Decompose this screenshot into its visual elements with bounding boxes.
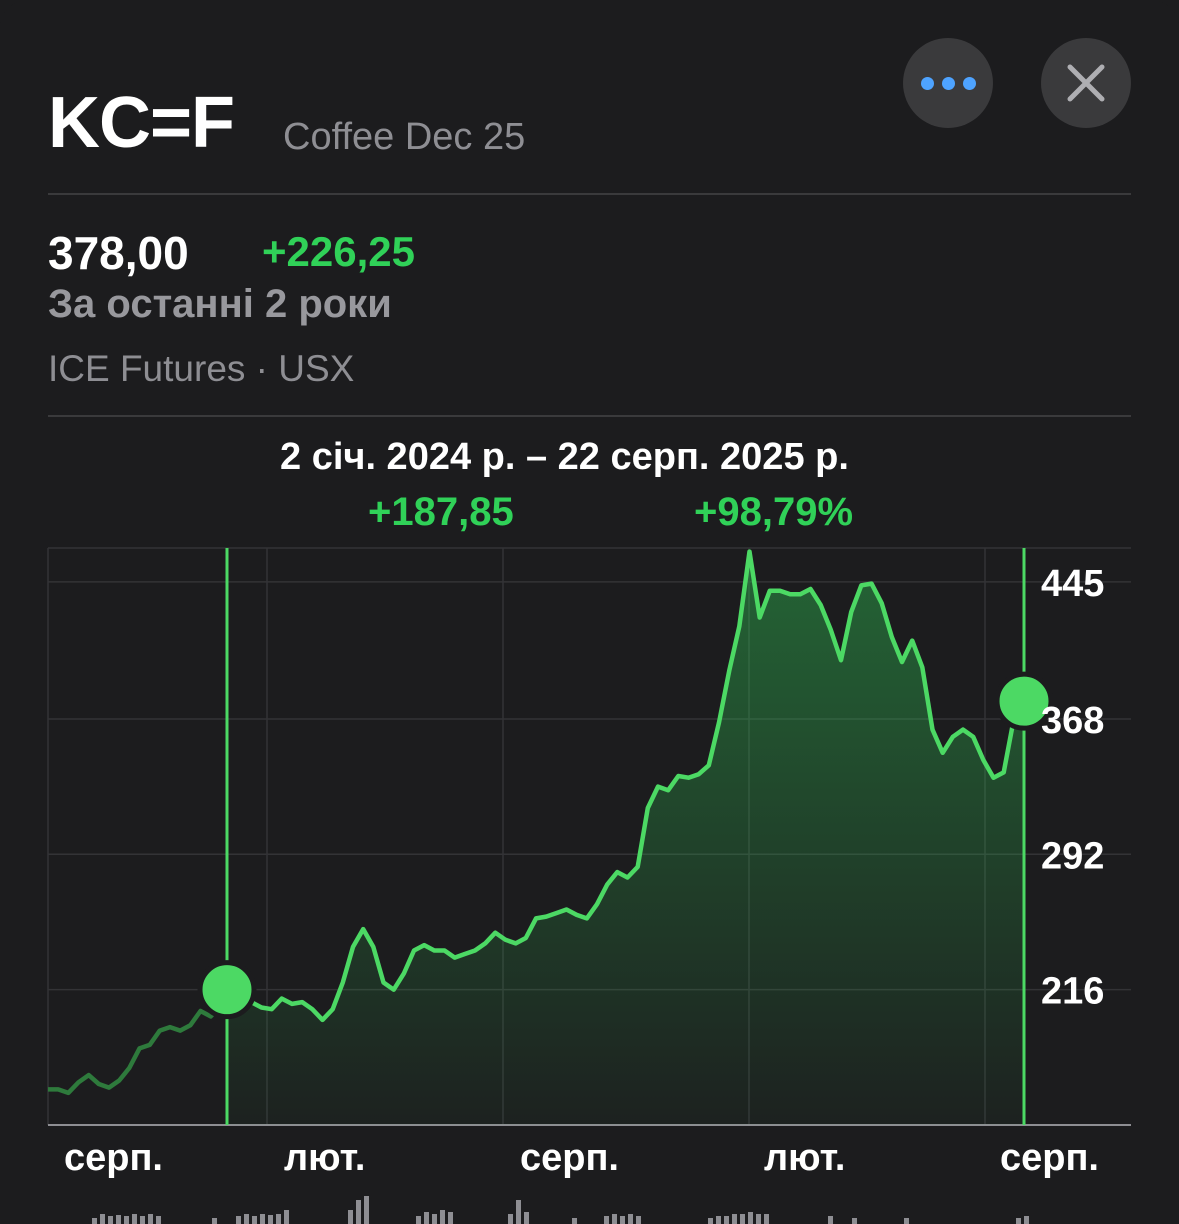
volume-bar <box>740 1214 745 1224</box>
x-tick-label: лют. <box>764 1137 845 1179</box>
volume-bar <box>732 1214 737 1224</box>
volume-bar <box>612 1214 617 1224</box>
volume-bar <box>124 1216 129 1224</box>
volume-bar <box>424 1212 429 1224</box>
volume-bar <box>132 1214 137 1224</box>
volume-bar <box>236 1216 241 1224</box>
volume-bar <box>620 1216 625 1224</box>
volume-bar <box>572 1218 577 1224</box>
quote-divider <box>48 415 1131 417</box>
selection-start-handle <box>197 960 257 1020</box>
selection-date-range: 2 січ. 2024 р. – 22 серп. 2025 р. <box>280 436 849 478</box>
selection-percent: +98,79% <box>694 490 854 534</box>
volume-bar <box>1016 1218 1021 1224</box>
volume-bar <box>252 1216 257 1224</box>
volume-bar <box>828 1216 833 1224</box>
x-tick-label: лют. <box>284 1137 365 1179</box>
ticker-symbol: KC=F <box>48 83 235 163</box>
selection-area-fill <box>227 551 1024 1125</box>
volume-bar <box>432 1214 437 1224</box>
volume-bar <box>764 1214 769 1224</box>
price-line-selected <box>219 549 1026 1023</box>
volume-bar <box>448 1212 453 1224</box>
close-icon <box>1067 64 1105 102</box>
volume-bar <box>260 1214 265 1224</box>
volume-bar <box>628 1214 633 1224</box>
header-divider <box>48 193 1131 195</box>
volume-bar <box>440 1210 445 1224</box>
selection-end-handle <box>994 671 1054 731</box>
volume-bar <box>268 1215 273 1224</box>
selection-change: +187,85 <box>368 490 514 534</box>
more-button[interactable] <box>903 38 993 128</box>
volume-bar <box>416 1216 421 1224</box>
y-tick-label: 368 <box>1041 700 1104 742</box>
volume-bar <box>708 1218 713 1224</box>
volume-bar <box>516 1200 521 1224</box>
ellipsis-icon <box>920 76 976 90</box>
volume-bar <box>604 1216 609 1224</box>
volume-bar <box>212 1218 217 1224</box>
volume-bar <box>716 1216 721 1224</box>
volume-bar <box>116 1215 121 1224</box>
volume-bar <box>904 1218 909 1224</box>
current-price: 378,00 <box>48 227 189 279</box>
volume-bar <box>140 1216 145 1224</box>
y-tick-label: 216 <box>1041 971 1104 1013</box>
price-line-before-selection <box>48 995 233 1096</box>
volume-bar <box>244 1214 249 1224</box>
x-tick-label: серп. <box>520 1137 619 1179</box>
y-tick-label: 445 <box>1041 563 1104 605</box>
volume-bar <box>364 1196 369 1224</box>
x-tick-label: серп. <box>64 1137 163 1179</box>
company-name: Coffee Dec 25 <box>283 116 526 158</box>
volume-bar <box>508 1214 513 1224</box>
volume-bar <box>92 1218 97 1224</box>
volume-bar <box>156 1216 161 1224</box>
volume-bar <box>348 1210 353 1224</box>
volume-bar <box>636 1216 641 1224</box>
volume-bar <box>756 1214 761 1224</box>
volume-bar <box>100 1214 105 1224</box>
volume-bar <box>524 1212 529 1224</box>
y-tick-label: 292 <box>1041 835 1104 877</box>
volume-bar <box>852 1218 857 1224</box>
price-change: +226,25 <box>262 228 415 275</box>
x-tick-label: серп. <box>1000 1137 1099 1179</box>
period-label: За останні 2 роки <box>48 282 392 326</box>
volume-bar <box>724 1216 729 1224</box>
volume-bar <box>148 1214 153 1224</box>
close-button[interactable] <box>1041 38 1131 128</box>
volume-bar <box>1024 1216 1029 1224</box>
volume-bar <box>356 1200 361 1224</box>
exchange-label: ICE Futures · USX <box>48 348 355 389</box>
volume-bar <box>276 1214 281 1224</box>
volume-bar <box>284 1210 289 1224</box>
volume-bar <box>748 1212 753 1224</box>
volume-bar <box>108 1216 113 1224</box>
